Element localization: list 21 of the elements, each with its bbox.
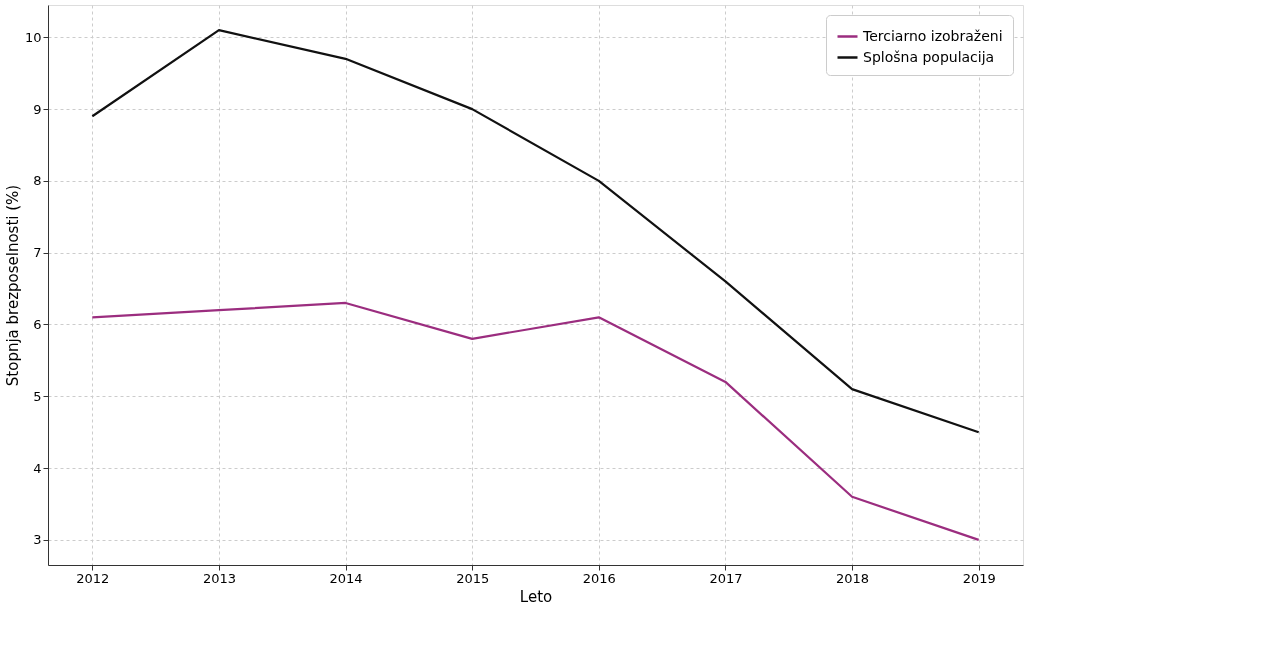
legend-label: Splošna populacija (863, 48, 995, 65)
x-tick-label: 2016 (582, 570, 616, 586)
y-tick-label: 3 (33, 532, 42, 548)
y-tick-label: 8 (33, 173, 42, 189)
y-tick-label: 10 (24, 29, 42, 45)
x-tick-label: 2014 (329, 570, 363, 586)
y-tick-label: 4 (33, 460, 42, 476)
x-tick-label: 2017 (709, 570, 743, 586)
x-axis-title: Leto (519, 587, 553, 606)
y-tick-label: 7 (33, 245, 42, 261)
y-axis-title: Stopnja brezposelnosti (%) (3, 184, 22, 387)
y-tick-label: 9 (33, 101, 42, 117)
x-tick-label: 2019 (962, 570, 996, 586)
line-series (91, 301, 980, 541)
x-tick-label: 2012 (76, 570, 110, 586)
x-tick-label: 2013 (202, 570, 236, 586)
y-tick-label: 6 (33, 316, 42, 332)
x-tick-label: 2015 (456, 570, 490, 586)
y-tick-label: 5 (33, 388, 42, 404)
x-tick-label: 2018 (836, 570, 870, 586)
legend-label: Terciarno izobraženi (862, 27, 1003, 44)
